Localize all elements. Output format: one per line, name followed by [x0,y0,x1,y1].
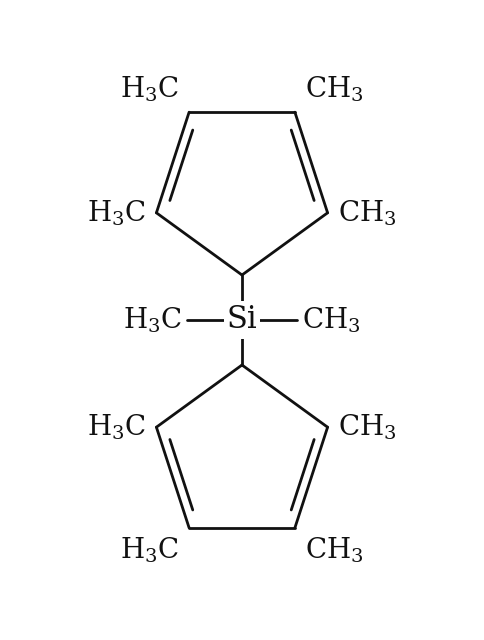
Text: $\mathregular{H_3C}$: $\mathregular{H_3C}$ [123,305,182,335]
Text: $\mathregular{CH_3}$: $\mathregular{CH_3}$ [338,198,396,228]
Text: $\mathregular{CH_3}$: $\mathregular{CH_3}$ [338,412,396,442]
Text: $\mathregular{H_3C}$: $\mathregular{H_3C}$ [120,75,179,104]
Text: $\mathregular{H_3C}$: $\mathregular{H_3C}$ [120,536,179,565]
Text: $\mathregular{CH_3}$: $\mathregular{CH_3}$ [305,75,363,104]
Text: Si: Si [227,305,257,335]
Text: $\mathregular{CH_3}$: $\mathregular{CH_3}$ [305,536,363,565]
Text: $\mathregular{CH_3}$: $\mathregular{CH_3}$ [302,305,361,335]
Text: $\mathregular{H_3C}$: $\mathregular{H_3C}$ [87,412,146,442]
Text: $\mathregular{H_3C}$: $\mathregular{H_3C}$ [87,198,146,228]
